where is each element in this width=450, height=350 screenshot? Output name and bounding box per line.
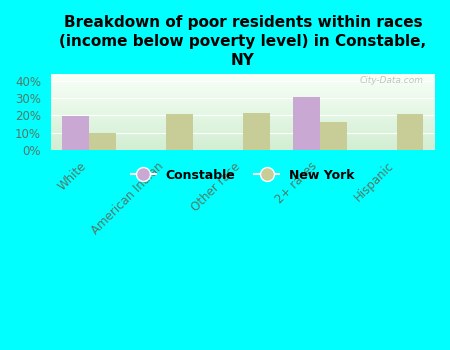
Bar — [51, 114, 435, 115]
Bar — [51, 81, 435, 82]
Bar — [51, 119, 435, 120]
Bar — [320, 122, 346, 150]
Bar — [51, 111, 435, 112]
Bar — [51, 79, 435, 80]
Bar — [51, 96, 435, 97]
Bar — [51, 139, 435, 140]
Bar — [51, 133, 435, 134]
Bar — [51, 116, 435, 117]
Bar — [62, 116, 89, 150]
Bar — [51, 109, 435, 110]
Bar — [51, 115, 435, 116]
Bar — [51, 136, 435, 137]
Bar — [51, 132, 435, 133]
Bar — [51, 128, 435, 129]
Bar — [51, 107, 435, 108]
Bar — [51, 98, 435, 99]
Bar — [51, 88, 435, 89]
Bar — [51, 124, 435, 125]
Bar — [51, 78, 435, 79]
Bar — [51, 75, 435, 76]
Bar — [51, 77, 435, 78]
Bar — [51, 91, 435, 92]
Bar — [51, 147, 435, 148]
Bar — [51, 146, 435, 147]
Bar — [51, 80, 435, 81]
Bar — [51, 118, 435, 119]
Bar — [51, 82, 435, 83]
Bar — [51, 83, 435, 84]
Bar — [51, 90, 435, 91]
Bar — [51, 74, 435, 75]
Bar — [51, 134, 435, 135]
Bar — [51, 112, 435, 113]
Bar — [51, 106, 435, 107]
Bar — [89, 133, 116, 150]
Bar — [51, 121, 435, 122]
Bar — [51, 100, 435, 101]
Bar — [51, 102, 435, 103]
Bar — [293, 97, 319, 150]
Bar — [51, 85, 435, 86]
Bar — [51, 131, 435, 132]
Bar — [51, 93, 435, 94]
Bar — [51, 94, 435, 95]
Bar — [51, 148, 435, 149]
Bar — [243, 113, 270, 150]
Bar — [51, 120, 435, 121]
Bar — [51, 105, 435, 106]
Bar — [51, 130, 435, 131]
Title: Breakdown of poor residents within races
(income below poverty level) in Constab: Breakdown of poor residents within races… — [59, 15, 427, 68]
Bar — [51, 144, 435, 145]
Bar — [51, 92, 435, 93]
Bar — [51, 95, 435, 96]
Bar — [166, 113, 193, 150]
Bar — [51, 113, 435, 114]
Bar — [51, 122, 435, 123]
Bar — [51, 76, 435, 77]
Bar — [51, 89, 435, 90]
Bar — [51, 141, 435, 142]
Bar — [51, 125, 435, 126]
Bar — [51, 126, 435, 127]
Bar — [51, 97, 435, 98]
Bar — [51, 117, 435, 118]
Text: City-Data.com: City-Data.com — [360, 76, 423, 85]
Bar — [51, 142, 435, 143]
Bar — [51, 123, 435, 124]
Legend: Constable, New York: Constable, New York — [125, 162, 361, 188]
Bar — [51, 103, 435, 104]
Bar — [51, 99, 435, 100]
Bar — [396, 113, 423, 150]
Bar — [51, 129, 435, 130]
Bar — [51, 145, 435, 146]
Bar — [51, 110, 435, 111]
Bar — [51, 138, 435, 139]
Bar — [51, 127, 435, 128]
Bar — [51, 137, 435, 138]
Bar — [51, 87, 435, 88]
Bar — [51, 108, 435, 109]
Bar — [51, 86, 435, 87]
Bar — [51, 104, 435, 105]
Bar — [51, 149, 435, 150]
Bar — [51, 140, 435, 141]
Bar — [51, 135, 435, 136]
Bar — [51, 84, 435, 85]
